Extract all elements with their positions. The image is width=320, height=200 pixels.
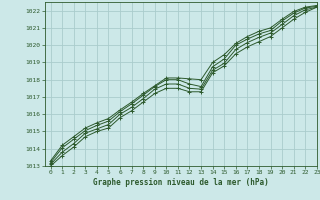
X-axis label: Graphe pression niveau de la mer (hPa): Graphe pression niveau de la mer (hPa) (93, 178, 269, 187)
